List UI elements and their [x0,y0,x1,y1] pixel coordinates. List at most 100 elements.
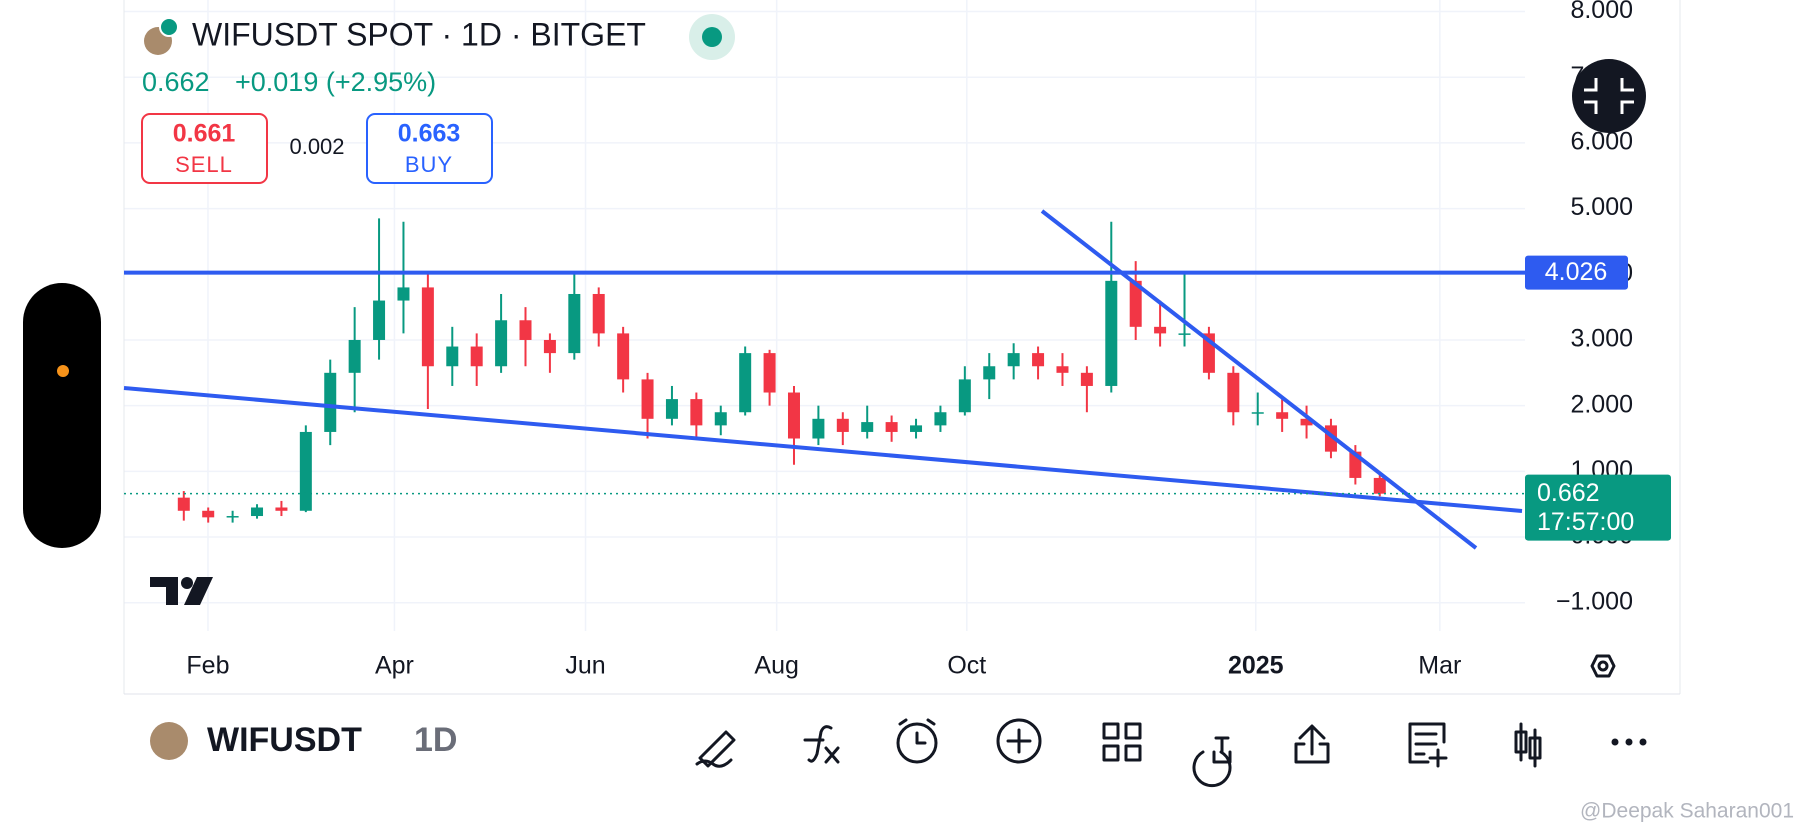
candle-body [1178,333,1191,335]
candle-body [495,320,508,367]
candle-body [1227,372,1240,413]
candle-body [568,293,581,354]
last-price-label: 0.662 [1537,479,1600,507]
candle-body [714,412,727,426]
trend-line [1040,209,1478,550]
candle-body [1007,353,1020,367]
candle-body [812,418,825,439]
price-change: +0.019 (+2.95%) [235,67,436,97]
candle-body [1032,353,1045,367]
candle-body [299,431,312,511]
collapse-button[interactable] [1572,59,1646,133]
candle-body [1129,280,1142,327]
share[interactable] [1294,724,1330,764]
side-handle[interactable] [23,283,101,548]
more[interactable] [1611,738,1619,746]
candle-body [592,293,605,334]
y-tick-label: 5.000 [1570,193,1633,221]
candle-body [226,516,239,518]
x-tick-label: Mar [1418,652,1461,680]
market-status-dot [702,27,722,47]
watchlist[interactable] [1408,722,1448,768]
candle-body [641,379,654,419]
x-tick-label: Apr [375,652,414,680]
ideas[interactable] [1192,736,1232,788]
x-tick-label: Aug [754,652,798,680]
candle-body [885,422,898,432]
candle-body [446,346,459,367]
buy-price: 0.663 [398,120,461,148]
countdown: 17:57:00 [1537,508,1634,536]
grid: 8.0007.0006.0005.0004.0003.0002.0001.000… [124,0,1633,680]
more [1639,738,1647,746]
sell-label: SELL [175,152,233,177]
y-tick-label: 3.000 [1570,325,1633,353]
candle-body [348,339,361,373]
candle-body [836,418,849,432]
layouts[interactable] [1102,722,1142,762]
spread: 0.002 [289,134,344,159]
candles [177,218,1386,523]
toolbar-icons [695,718,1647,788]
candle-body [739,353,752,413]
candle-body [1373,477,1386,494]
level-label: 4.026 [1545,258,1608,286]
x-tick-label: Jun [565,652,605,680]
candle-body [1080,372,1093,386]
candle-body [763,353,776,393]
watermark: @Deepak Saharan001 [1580,800,1794,823]
candle-body [202,510,215,518]
toolbar-interval[interactable]: 1D [414,721,457,759]
add[interactable] [996,718,1042,764]
candle-body [690,399,703,426]
x-tick-label: 2025 [1228,652,1284,680]
candle-body [1251,412,1264,414]
alert [898,718,936,745]
candle-body [861,422,874,432]
candle-body [983,366,996,380]
axis-settings [1597,660,1609,672]
candle-body [1105,280,1118,386]
candle-body [958,379,971,413]
candle-body [934,412,947,426]
alert[interactable] [896,722,938,764]
symbol-title: WIFUSDT SPOT · 1D · BITGET [192,16,646,52]
indicators[interactable] [803,725,840,764]
y-tick-label: −1.000 [1556,587,1633,615]
chart-type[interactable] [1514,722,1542,768]
tv-logo [150,577,213,605]
candle-body [543,339,556,354]
axis-settings[interactable] [1590,654,1616,678]
handle-dot [57,365,69,377]
add [1006,728,1032,754]
candle-body [251,507,264,517]
last-price: 0.662 [142,67,210,97]
candle-body [397,287,410,301]
draw-tool[interactable] [695,730,736,768]
candle-body [373,300,386,340]
sell-button[interactable] [141,113,268,184]
candle-body [1154,326,1167,334]
buy-label: BUY [405,152,453,177]
trend-line [123,386,1523,513]
collapse-icon [1584,78,1634,114]
tv-logo [181,577,193,589]
toolbar-symbol[interactable]: WIFUSDT [207,721,362,759]
exchange-badge [159,17,179,37]
candle-body [665,399,678,419]
candle-body [617,333,630,380]
candle-body [787,392,800,439]
buy-button[interactable] [366,113,493,184]
candle-body [910,425,923,432]
candle-body [1300,418,1313,426]
candle-body [470,346,483,367]
level-tag [1525,255,1628,290]
candle-body [1276,412,1289,419]
x-tick-label: Feb [186,652,229,680]
candle-body [275,507,288,511]
sell-price: 0.661 [173,120,236,148]
y-tick-label: 2.000 [1570,390,1633,418]
